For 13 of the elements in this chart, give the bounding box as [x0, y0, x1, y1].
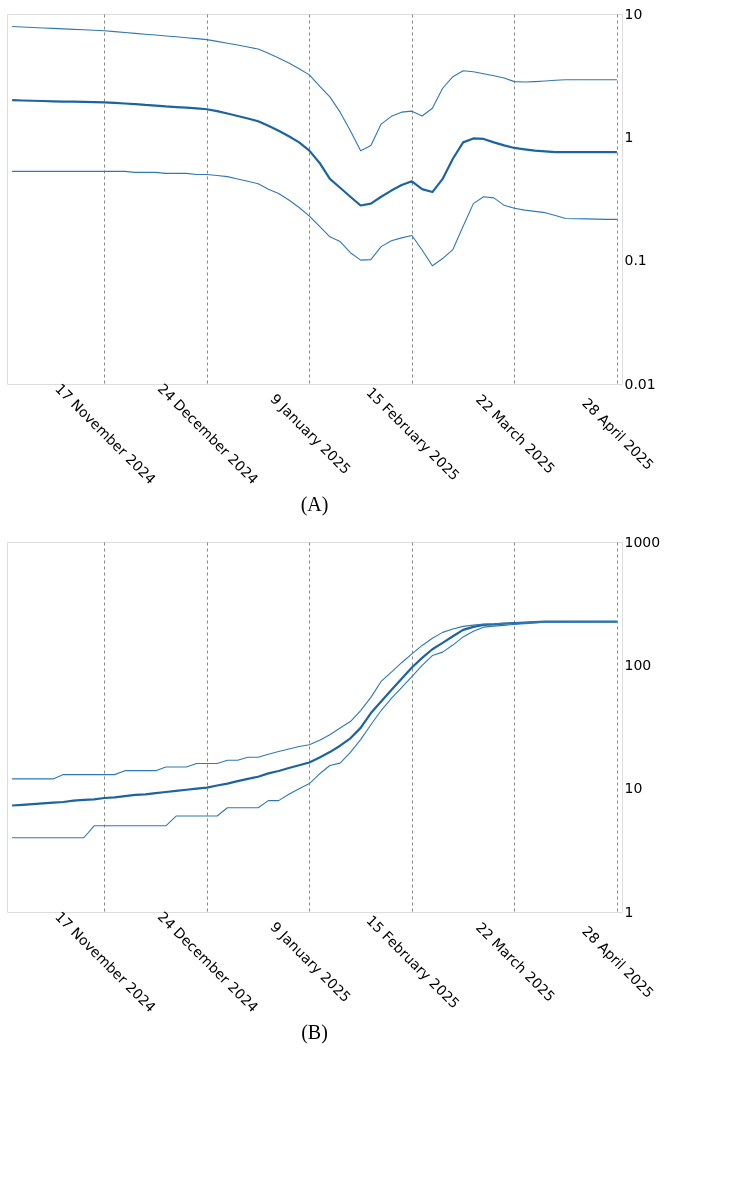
text: (A) — [300, 492, 329, 516]
y-tick-label: 0.01 — [624, 375, 656, 392]
line-series — [11, 170, 618, 267]
y-tick-label: 10 — [624, 780, 643, 797]
y-tick-label: 1 — [624, 128, 634, 145]
line-series — [11, 25, 618, 152]
y-tick-label: 10 — [624, 5, 643, 22]
line-series — [11, 99, 618, 207]
y-tick-label: 1 — [624, 903, 634, 920]
y-tick-label: 0.1 — [624, 252, 647, 269]
y-tick-label: 100 — [624, 656, 652, 673]
text: (B) — [301, 1020, 328, 1044]
y-tick-label: 1000 — [624, 533, 661, 550]
